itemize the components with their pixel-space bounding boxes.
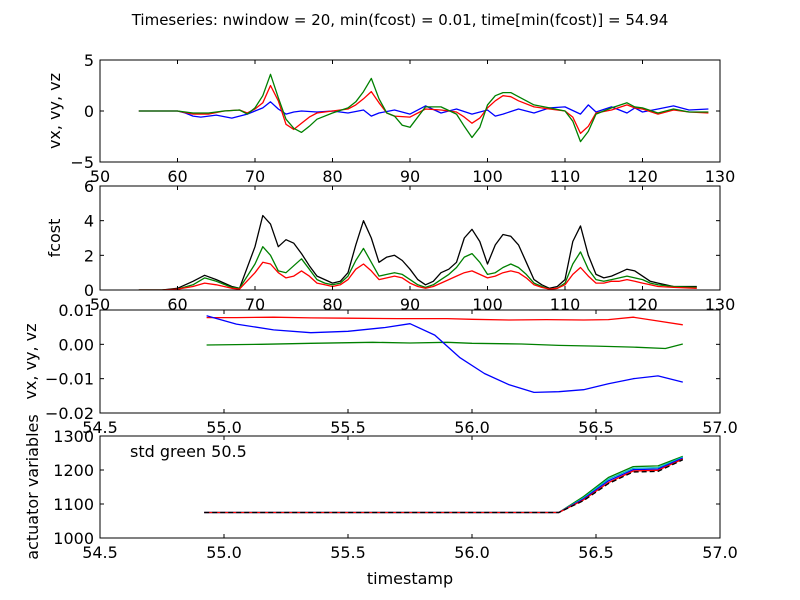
- x-tick-label: 100: [472, 295, 503, 314]
- y-tick-label: −0.01: [45, 370, 94, 389]
- series-line-5: [204, 459, 684, 514]
- x-tick-label: 110: [550, 295, 581, 314]
- subplot-3: 54.5 55.0 55.5 56.0 56.5 57.0 0.01 0.00 −0.01 −0.…: [21, 301, 738, 437]
- x-tick-label: 130: [705, 295, 736, 314]
- y-tick-label: −0.02: [45, 404, 94, 423]
- x-tick-label: 90: [400, 295, 420, 314]
- y-tick-label: 1300: [53, 427, 94, 446]
- series-group: [206, 315, 683, 394]
- x-tick-label: 90: [400, 167, 420, 186]
- y-tick-label: 1000: [53, 529, 94, 548]
- y-tick-label: 4: [84, 212, 94, 231]
- x-tick-label: 80: [322, 295, 342, 314]
- subplot-4: 54.5 55.0 55.5 56.0 56.5 57.0 1300 1200 1100 1000…: [23, 414, 738, 588]
- y-tick-label: 0: [84, 281, 94, 300]
- series-line-2: [204, 456, 684, 514]
- series-group: [204, 455, 684, 514]
- series-line-1: [138, 101, 709, 119]
- y-axis-label: vx, vy, vz: [45, 73, 64, 149]
- x-tick-label: 55.0: [206, 543, 242, 562]
- x-tick-label: 55.5: [330, 543, 366, 562]
- series-group: [138, 214, 697, 290]
- series-line-1: [206, 316, 683, 326]
- series-line-2: [138, 246, 697, 290]
- x-tick-label: 56.0: [454, 543, 490, 562]
- x-tick-label: 57.0: [702, 543, 738, 562]
- series-line-2: [206, 341, 683, 350]
- x-tick-label: 110: [550, 167, 581, 186]
- series-line-4: [204, 458, 684, 514]
- y-axis-label: actuator variables: [23, 414, 42, 559]
- figure-title: Timeseries: nwindow = 20, min(fcost) = 0…: [131, 11, 669, 29]
- x-tick-label: 70: [245, 167, 265, 186]
- x-tick-label: 55.5: [330, 418, 366, 437]
- x-tick-label: 130: [705, 167, 736, 186]
- series-group: [138, 73, 709, 143]
- series-line-3: [138, 261, 697, 290]
- y-tick-label: 0.01: [58, 301, 94, 320]
- x-tick-label: 56.0: [454, 418, 490, 437]
- x-tick-label: 60: [167, 295, 187, 314]
- series-line-3: [138, 73, 709, 143]
- y-tick-label: 0.00: [58, 335, 94, 354]
- x-axis-label: timestamp: [367, 569, 453, 588]
- x-tick-label: 54.5: [82, 543, 118, 562]
- std-annotation: std green 50.5: [130, 442, 247, 461]
- x-tick-label: 50: [90, 295, 110, 314]
- y-tick-label: 6: [84, 177, 94, 196]
- axes-frame: [99, 435, 721, 539]
- x-tick-label: 55.0: [206, 418, 242, 437]
- series-line-2: [138, 84, 709, 135]
- subplot-2: 50 60 70 80 90 100 110 120 130 6 4 2 0 fcost: [45, 177, 735, 314]
- series-line-3: [204, 457, 684, 514]
- y-tick-label: 1100: [53, 495, 94, 514]
- x-tick-label: 70: [245, 295, 265, 314]
- axes-frame: [99, 59, 721, 163]
- x-tick-label: 56.5: [578, 543, 614, 562]
- x-tick-label: 54.5: [82, 418, 118, 437]
- x-tick-label: 100: [472, 167, 503, 186]
- series-line-1: [138, 214, 697, 290]
- y-axis-label: fcost: [45, 219, 64, 258]
- axes-frame: [99, 309, 721, 414]
- y-axis-label: vx, vy, vz: [21, 323, 40, 399]
- x-tick-label: 57.0: [702, 418, 738, 437]
- x-tick-label: 50: [90, 167, 110, 186]
- x-tick-label: 120: [627, 295, 658, 314]
- series-line-1: [204, 455, 684, 514]
- x-tick-label: 120: [627, 167, 658, 186]
- y-tick-label: 0: [84, 102, 94, 121]
- y-tick-label: 5: [84, 51, 94, 70]
- x-tick-label: 80: [322, 167, 342, 186]
- y-tick-label: 1200: [53, 461, 94, 480]
- x-tick-label: 56.5: [578, 418, 614, 437]
- y-tick-label: −5: [70, 153, 94, 172]
- series-line-3: [206, 315, 683, 394]
- y-tick-label: 2: [84, 246, 94, 265]
- axes-frame: [99, 185, 721, 291]
- x-tick-label: 60: [167, 167, 187, 186]
